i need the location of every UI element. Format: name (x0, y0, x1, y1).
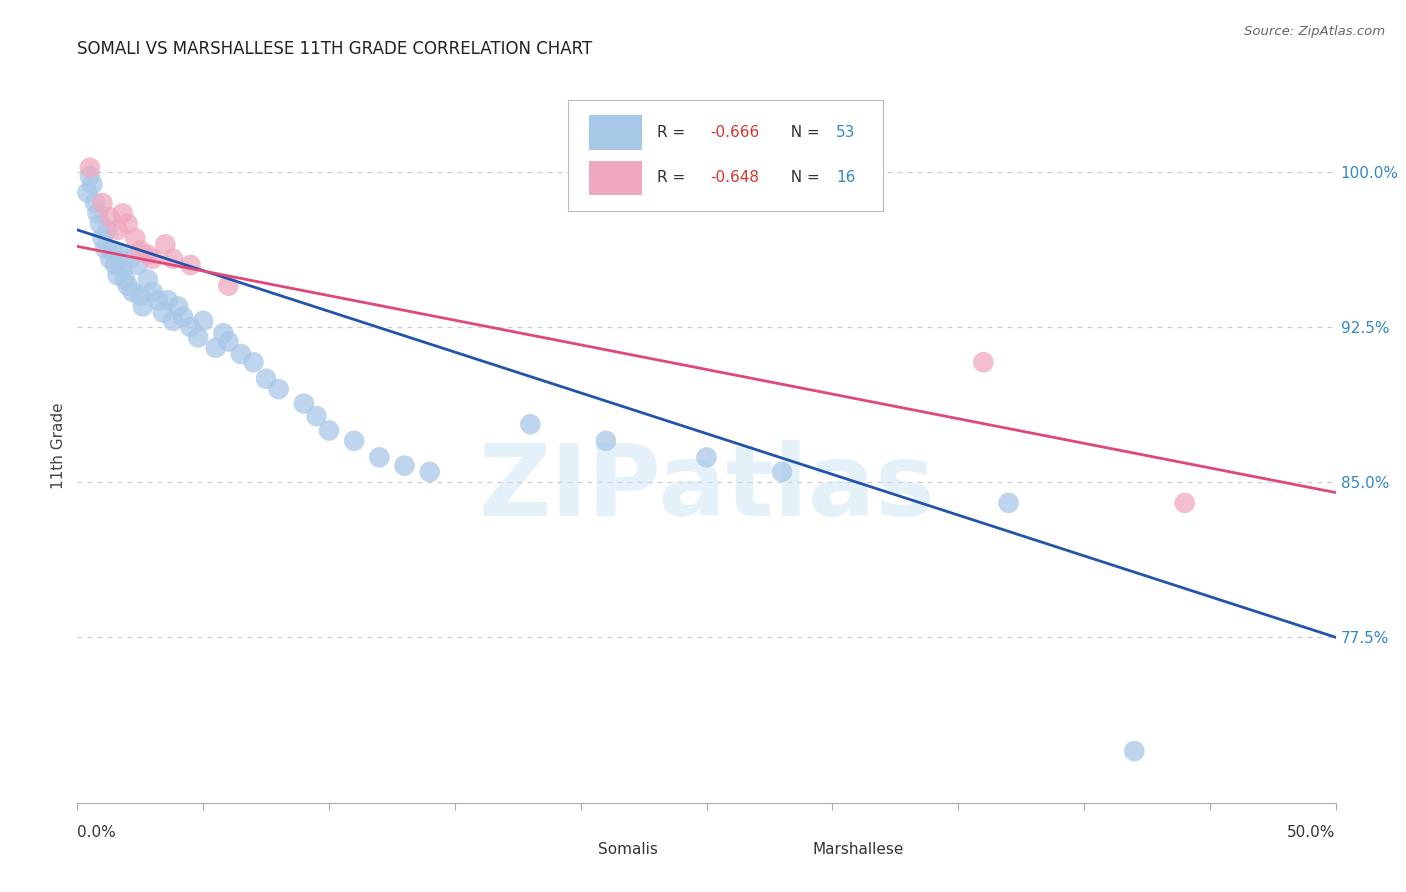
Text: N =: N = (780, 170, 824, 186)
Text: ZIPatlas: ZIPatlas (478, 441, 935, 537)
Bar (543, 836, 583, 863)
Point (142, 285, 165, 299)
Text: -0.666: -0.666 (710, 125, 759, 140)
Text: 16: 16 (837, 170, 855, 186)
Point (111, 262, 134, 277)
Point (82, 178, 104, 192)
Point (191, 314, 215, 328)
Text: -0.648: -0.648 (710, 170, 759, 186)
Text: 50.0%: 50.0% (1288, 825, 1336, 840)
Point (180, 320, 202, 334)
Text: Source: ZipAtlas.com: Source: ZipAtlas.com (1244, 25, 1385, 38)
Point (152, 305, 174, 319)
Bar (589, 161, 643, 195)
Point (229, 347, 252, 361)
Point (305, 409, 328, 423)
Point (120, 252, 142, 266)
Point (156, 293, 179, 308)
FancyBboxPatch shape (568, 100, 883, 211)
Point (117, 217, 139, 231)
Point (96, 223, 118, 237)
Point (132, 299, 155, 313)
Point (212, 326, 235, 341)
Point (318, 424, 340, 438)
Point (187, 330, 209, 344)
Point (142, 252, 165, 266)
Point (127, 258, 149, 272)
Text: 53: 53 (837, 125, 855, 140)
Point (79, 169, 101, 183)
Point (292, 396, 315, 410)
Point (770, 465, 793, 479)
Point (94, 242, 117, 256)
Point (124, 231, 146, 245)
Point (101, 244, 124, 258)
Point (997, 496, 1019, 510)
Point (162, 314, 184, 328)
Point (242, 355, 264, 369)
Point (172, 310, 194, 324)
Point (89, 217, 111, 231)
Point (91, 231, 114, 245)
Point (108, 248, 131, 262)
Bar (756, 836, 797, 863)
Point (972, 355, 994, 369)
Point (129, 289, 152, 303)
Point (167, 299, 190, 313)
Point (146, 293, 169, 308)
Point (98, 211, 121, 225)
Bar (589, 115, 643, 150)
Point (180, 258, 202, 272)
Point (1123, 744, 1146, 758)
Point (162, 252, 184, 266)
Point (419, 465, 441, 479)
Text: R =: R = (658, 170, 690, 186)
Point (91, 196, 114, 211)
Point (79, 161, 101, 175)
Point (117, 278, 139, 293)
Point (129, 244, 152, 258)
Text: 0.0%: 0.0% (77, 825, 117, 840)
Text: N =: N = (780, 125, 824, 140)
Text: SOMALI VS MARSHALLESE 11TH GRADE CORRELATION CHART: SOMALI VS MARSHALLESE 11TH GRADE CORRELA… (77, 40, 592, 58)
Point (76, 186, 98, 200)
Point (343, 434, 366, 448)
Point (98, 252, 121, 266)
Point (136, 272, 159, 286)
Point (217, 334, 239, 349)
Point (107, 268, 129, 283)
Point (155, 237, 177, 252)
Point (368, 450, 391, 465)
Point (217, 278, 239, 293)
Point (121, 285, 143, 299)
Point (136, 248, 159, 262)
Point (595, 434, 617, 448)
Point (519, 417, 541, 432)
Point (267, 382, 290, 396)
Text: Marshallese: Marshallese (813, 842, 904, 856)
Point (204, 341, 226, 355)
Point (86, 206, 108, 220)
Text: R =: R = (658, 125, 690, 140)
Point (107, 223, 129, 237)
Point (394, 458, 416, 473)
Point (1174, 496, 1197, 510)
Text: Somalis: Somalis (599, 842, 658, 856)
Point (254, 372, 277, 386)
Y-axis label: 11th Grade: 11th Grade (51, 402, 66, 490)
Point (111, 206, 134, 220)
Point (104, 258, 127, 272)
Point (84, 196, 107, 211)
Point (696, 450, 718, 465)
Point (114, 272, 136, 286)
